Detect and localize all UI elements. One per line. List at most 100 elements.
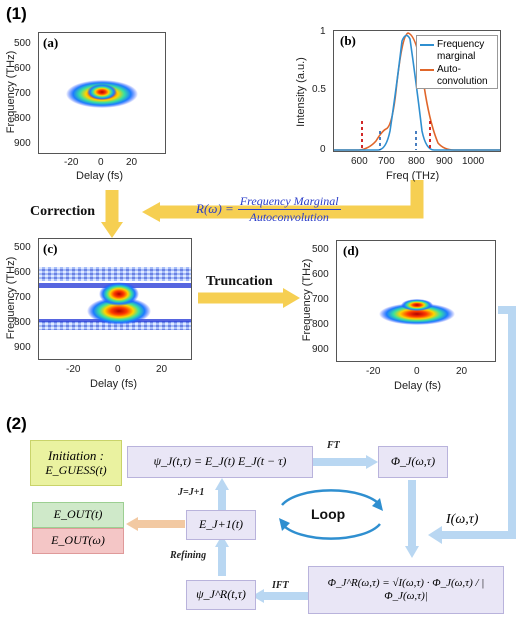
refine-arrow-head: [215, 535, 229, 547]
panel-d-ylabel: Frequency (THz): [301, 258, 313, 342]
panel-b-plot-area: (b) Frequency marginal Auto-convolution: [333, 30, 501, 152]
legend-label-autoconv: Auto-convolution: [437, 64, 488, 87]
panel-b-ylabel: Intensity (a.u.): [295, 57, 307, 127]
ifft-label: IFT: [272, 580, 289, 591]
intensity-label: I(ω,τ): [446, 512, 479, 527]
panel-b-ytick: 0: [320, 144, 326, 155]
panel-c-ytick: 900: [14, 342, 31, 353]
loop-arrow-bottom: [281, 523, 381, 540]
panel-d-xtick: 0: [414, 366, 420, 377]
e-out-freq-box: E_OUT(ω): [32, 528, 124, 554]
truncation-label: Truncation: [206, 274, 273, 289]
panel-b-ytick: 0.5: [312, 84, 326, 95]
correction-arrow: [158, 180, 424, 219]
phi-down-arrow-head: [405, 546, 419, 558]
panel-a-ytick: 700: [14, 88, 31, 99]
panel-c-ylabel: Frequency (THz): [5, 256, 17, 340]
legend-swatch-autoconv: [420, 69, 434, 71]
ft-label: FT: [327, 440, 340, 451]
panel-c-ytick: 800: [14, 317, 31, 328]
intensity-connector-head: [428, 526, 442, 544]
ft-arrow-head: [366, 455, 378, 469]
panel-c-spectrogram: [39, 267, 191, 330]
section-1-label: (1): [6, 4, 27, 23]
j-update-arrow-head: [215, 478, 229, 490]
panel-c-noise-band-bottom: [39, 321, 191, 330]
panel-d-trace: [379, 303, 455, 325]
panel-d-plot-area: (d): [336, 240, 496, 362]
loop-label: Loop: [311, 506, 346, 522]
section-2-label: (2): [6, 414, 27, 433]
initiation-label: Initiation :: [48, 447, 104, 463]
panel-a-spectrogram: [66, 80, 138, 108]
panel-a-plot-area: (a): [38, 32, 166, 154]
panel-b-xtick: 900: [436, 156, 453, 167]
panel-d-spectrogram: [379, 299, 455, 325]
panel-b-xtick: 1000: [462, 156, 485, 167]
panel-d-ytick: 500: [312, 244, 329, 255]
panel-c-xtick: 20: [156, 364, 168, 375]
panel-c-xlabel: Delay (fs): [90, 378, 138, 390]
panel-a-ytick: 600: [14, 63, 31, 74]
panel-c-ytick: 600: [14, 267, 31, 278]
panel-d-ytick: 700: [312, 294, 329, 305]
autoconvolution-curve: [334, 32, 500, 151]
psi-r-box: ψ_J^R(t,τ): [186, 580, 256, 610]
panel-c-letter: (c): [43, 241, 58, 256]
truncation-arrow-head: [283, 288, 300, 308]
panel-b-letter: (b): [340, 33, 356, 48]
e-out-time-box: E_OUT(t): [32, 502, 124, 528]
panel-b-curves: [334, 32, 500, 151]
panel-b-xtick: 800: [408, 156, 425, 167]
panel-a-xtick: 20: [126, 157, 138, 168]
formula-denominator: Autoconvolution: [249, 209, 329, 224]
panel-c-trace: [87, 297, 151, 325]
panel-d-xlabel: Delay (fs): [394, 380, 442, 392]
output-arrow-head: [126, 517, 138, 531]
panel-d-ytick: 600: [312, 269, 329, 280]
panel-a-letter: (a): [43, 35, 59, 50]
panel-d-ytick: 900: [312, 344, 329, 355]
panel-c-ytick: 700: [14, 292, 31, 303]
panel-a-ylabel: Frequency (THz): [5, 50, 17, 134]
correction-arrow-head: [142, 202, 160, 222]
panel-d-xtick: 20: [456, 366, 468, 377]
panel-b-xlabel: Freq (THz): [386, 170, 440, 182]
panel-a-ytick: 800: [14, 113, 31, 124]
panel-d-letter: (d): [343, 243, 359, 258]
panel-c-noise-band-top: [39, 267, 191, 281]
intensity-connector: [440, 306, 516, 539]
j-update-label: J=J+1: [178, 487, 205, 498]
panel-d-xtick: -20: [366, 366, 381, 377]
legend-swatch-marginal: [420, 44, 434, 46]
panel-c-xtick: 0: [115, 364, 121, 375]
panel-d-ytick: 800: [312, 319, 329, 330]
phi-box: Φ_J(ω,τ): [378, 446, 448, 478]
formula-numerator: Frequency Marginal: [237, 193, 341, 210]
panel-a-xlabel: Delay (fs): [76, 170, 124, 182]
panel-a-xtick: 0: [98, 157, 104, 168]
panel-b-xtick: 700: [378, 156, 395, 167]
panel-a-ytick: 900: [14, 138, 31, 149]
psi-box: ψ_J(t,τ) = E_J(t) E_J(t − τ): [127, 446, 313, 478]
frequency-marginal-curve: [334, 34, 500, 151]
panel-b-legend: Frequency marginal Auto-convolution: [416, 35, 498, 89]
ifft-arrow-head: [252, 589, 264, 603]
panel-a-ytick: 500: [14, 38, 31, 49]
initiation-guess: E_GUESS(t): [45, 462, 107, 477]
loop-arrow-top: [281, 489, 381, 506]
formula-lhs: R(ω) =: [196, 201, 234, 216]
refining-label: Refining: [170, 550, 207, 561]
panel-a-xtick: -20: [64, 157, 79, 168]
e-next-box: E_J+1(t): [186, 510, 256, 540]
panel-c-ytick: 500: [14, 242, 31, 253]
panel-b-xtick: 600: [351, 156, 368, 167]
legend-label-marginal: Frequency marginal: [437, 39, 485, 62]
ratio-formula: R(ω) = Frequency Marginal Autoconvolutio…: [196, 192, 341, 226]
panel-c-xtick: -20: [66, 364, 81, 375]
panel-c-plot-area: (c): [38, 238, 192, 360]
correction-label: Correction: [30, 204, 96, 219]
panel-b-ytick: 1: [320, 26, 326, 37]
correction-arrow-down-head: [101, 222, 123, 238]
initiation-box: Initiation : E_GUESS(t): [30, 440, 122, 486]
